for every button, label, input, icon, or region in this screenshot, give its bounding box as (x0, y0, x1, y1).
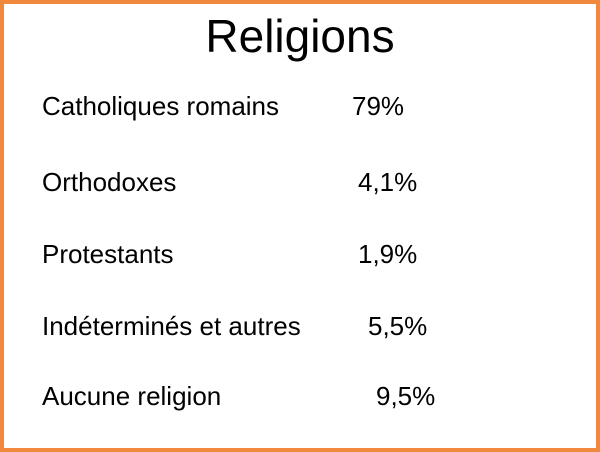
religion-label: Protestants (42, 239, 174, 269)
religion-label: Orthodoxes (42, 167, 177, 197)
religion-percentage: 4,1% (358, 167, 418, 197)
slide-title: Religions (205, 10, 395, 62)
religion-percentage: 79% (352, 91, 405, 121)
religion-percentage: 9,5% (376, 381, 436, 411)
religion-percentage: 1,9% (358, 239, 418, 269)
religion-label: Catholiques romains (42, 91, 280, 121)
religion-label: Aucune religion (42, 381, 222, 411)
religion-label: Indéterminés et autres (42, 311, 301, 341)
religion-percentage: 5,5% (368, 311, 428, 341)
